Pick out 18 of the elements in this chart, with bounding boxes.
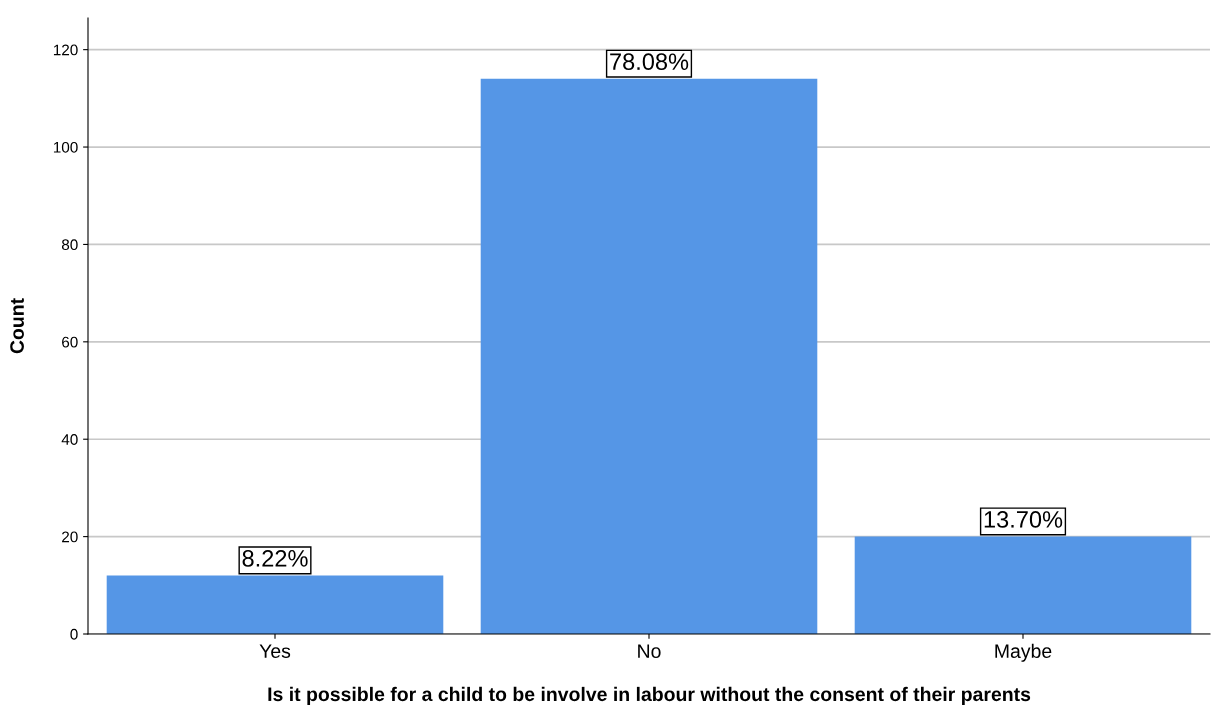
y-tick-label: 20	[62, 531, 78, 543]
x-tick-label: Maybe	[995, 643, 1052, 662]
x-axis-title: Is it possible for a child to be involve in labour without the consent of their parents	[268, 686, 1031, 705]
annotation: 8.22%	[242, 550, 308, 567]
x-tick-label: No	[638, 644, 661, 658]
bar	[480, 78, 818, 634]
annotation: 13.70%	[984, 511, 1063, 528]
y-tick-label: 100	[53, 141, 78, 153]
y-tick-label: 60	[62, 336, 78, 348]
y-tick-label: 40	[61, 434, 78, 445]
y-tick-label: 80	[61, 239, 78, 251]
x-tick-label: Yes	[259, 644, 291, 658]
y-tick-label: 0	[70, 628, 78, 640]
bar	[854, 536, 1192, 634]
y-axis-title: Count	[10, 298, 24, 354]
bar	[106, 575, 444, 634]
y-tick-label: 120	[53, 44, 78, 56]
annotation: 78.08%	[610, 53, 689, 71]
